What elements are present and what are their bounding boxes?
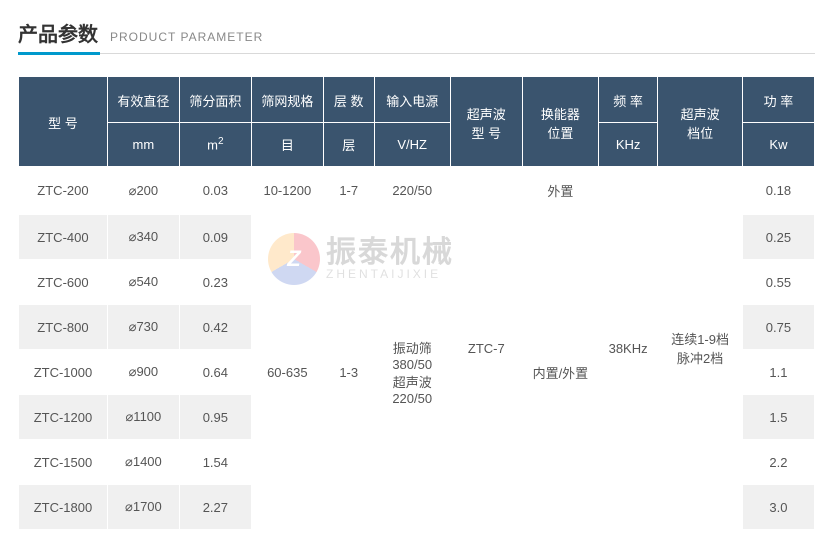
cell-pin: 220/50 [374,167,450,215]
cell-dia: ⌀1100 [107,395,179,440]
cell-area: 2.27 [179,485,251,530]
cell-area: 0.42 [179,305,251,350]
title-en: PRODUCT PARAMETER [110,30,263,44]
cell-model: ZTC-200 [19,167,108,215]
parameter-table: 型 号 有效直径 筛分面积 筛网规格 层 数 输入电源 超声波 型 号 换能器 … [18,76,815,530]
cell-dia: ⌀730 [107,305,179,350]
th-diameter-unit: mm [107,123,179,167]
table-header: 型 号 有效直径 筛分面积 筛网规格 层 数 输入电源 超声波 型 号 换能器 … [19,77,815,167]
cell-dia: ⌀200 [107,167,179,215]
table-body: ZTC-200 ⌀200 0.03 10-1200 1-7 220/50 ZTC… [19,167,815,530]
th-transducer: 换能器 位置 [522,77,598,167]
cell-power: 1.5 [742,395,814,440]
title-cn: 产品参数 [18,18,98,47]
cell-area: 0.03 [179,167,251,215]
cell-layers2: 1-3 [323,215,374,530]
cell-dia: ⌀900 [107,350,179,395]
cell-pin2: 振动筛 380/50 超声波 220/50 [374,215,450,530]
cell-power: 2.2 [742,440,814,485]
cell-model: ZTC-400 [19,215,108,260]
th-uslevel: 超声波 档位 [658,77,743,167]
cell-dia: ⌀540 [107,260,179,305]
th-layers: 层 数 [323,77,374,123]
th-usmodel: 超声波 型 号 [450,77,522,167]
th-mesh-unit: 目 [251,123,323,167]
cell-mesh: 10-1200 [251,167,323,215]
th-powerin-unit: V/HZ [374,123,450,167]
cell-area: 0.23 [179,260,251,305]
cell-dia: ⌀340 [107,215,179,260]
cell-area: 0.09 [179,215,251,260]
cell-model: ZTC-1000 [19,350,108,395]
cell-model: ZTC-600 [19,260,108,305]
cell-area: 1.54 [179,440,251,485]
th-area-unit: m2 [179,123,251,167]
cell-power: 0.75 [742,305,814,350]
cell-mesh2: 60-635 [251,215,323,530]
table-row: ZTC-200 ⌀200 0.03 10-1200 1-7 220/50 ZTC… [19,167,815,215]
cell-power: 0.55 [742,260,814,305]
cell-power: 1.1 [742,350,814,395]
th-power-unit: Kw [742,123,814,167]
cell-usmodel: ZTC-7 [450,167,522,530]
title-underline [18,52,100,55]
cell-power: 0.18 [742,167,814,215]
th-layers-unit: 层 [323,123,374,167]
cell-power: 3.0 [742,485,814,530]
cell-layers: 1-7 [323,167,374,215]
cell-area: 0.95 [179,395,251,440]
cell-trans: 外置 [522,167,598,215]
th-power: 功 率 [742,77,814,123]
cell-uslevel: 连续1-9档 脉冲2档 [658,167,743,530]
th-mesh: 筛网规格 [251,77,323,123]
cell-dia: ⌀1400 [107,440,179,485]
cell-power: 0.25 [742,215,814,260]
th-powerin: 输入电源 [374,77,450,123]
cell-model: ZTC-1200 [19,395,108,440]
cell-area: 0.64 [179,350,251,395]
cell-model: ZTC-1800 [19,485,108,530]
th-diameter: 有效直径 [107,77,179,123]
section-header: 产品参数 PRODUCT PARAMETER [18,18,815,54]
th-freq: 频 率 [598,77,657,123]
cell-trans2: 内置/外置 [522,215,598,530]
th-model: 型 号 [19,77,108,167]
cell-model: ZTC-800 [19,305,108,350]
cell-model: ZTC-1500 [19,440,108,485]
th-freq-unit: KHz [598,123,657,167]
cell-dia: ⌀1700 [107,485,179,530]
cell-freq: 38KHz [598,167,657,530]
th-area: 筛分面积 [179,77,251,123]
